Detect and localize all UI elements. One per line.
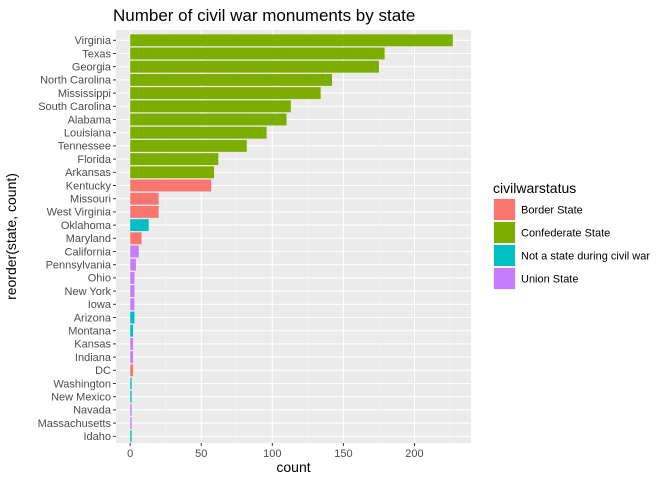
legend-label: Union State <box>521 274 578 286</box>
bar <box>130 113 287 126</box>
y-tick-label: New York <box>65 286 112 298</box>
bar <box>130 311 135 324</box>
chart-title: Number of civil war monuments by state <box>113 6 415 25</box>
legend-swatch <box>494 268 515 289</box>
legend-swatch <box>494 245 515 266</box>
legend-label: Confederate State <box>521 228 610 240</box>
bar <box>130 87 321 100</box>
bar <box>130 285 135 298</box>
x-tick-label: 150 <box>334 448 352 460</box>
legend-title: civilwarstatus <box>493 180 576 196</box>
y-tick-label: Montana <box>68 326 112 338</box>
bar <box>130 100 291 113</box>
bar <box>130 258 136 271</box>
y-tick-label: Idaho <box>83 431 111 443</box>
bar <box>130 192 159 205</box>
bar <box>130 364 134 377</box>
bar <box>130 73 333 86</box>
y-tick-label: Louisiana <box>64 128 112 140</box>
bar <box>130 403 132 416</box>
legend-label: Border State <box>521 205 583 217</box>
bar <box>130 47 385 60</box>
y-tick-label: Iowa <box>88 299 112 311</box>
legend-label: Not a state during civil war <box>521 251 650 263</box>
y-tick-label: Pennsylvania <box>46 260 112 272</box>
bar <box>130 324 134 337</box>
y-tick-label: DC <box>95 365 111 377</box>
bar <box>130 34 453 47</box>
y-tick-label: Kansas <box>74 339 111 351</box>
x-tick-label: 50 <box>195 448 207 460</box>
y-tick-label: Kentucky <box>66 180 112 192</box>
y-tick-label: Virginia <box>75 35 112 47</box>
x-tick-label: 100 <box>263 448 281 460</box>
y-tick-label: West Virginia <box>47 207 112 219</box>
bar <box>130 232 142 245</box>
y-axis-title: reorder(state, count) <box>3 173 19 300</box>
y-tick-label: Georgia <box>72 62 112 74</box>
y-tick-label: New Mexico <box>51 392 111 404</box>
bar <box>130 430 132 443</box>
bar <box>130 60 379 73</box>
y-tick-label: North Carolina <box>40 75 112 87</box>
bar <box>130 298 135 311</box>
y-tick-label: Missouri <box>70 194 111 206</box>
bar <box>130 219 149 232</box>
bars <box>130 34 453 443</box>
y-tick-label: Indiana <box>75 352 112 364</box>
legend-swatch <box>494 222 515 243</box>
y-tick-label: Texas <box>82 48 111 60</box>
bar <box>130 377 132 390</box>
bar <box>130 166 215 179</box>
y-tick-label: Tennessee <box>58 141 111 153</box>
bar <box>130 245 139 258</box>
bar <box>130 126 267 139</box>
y-tick-label: Arizona <box>74 312 112 324</box>
y-tick-label: Ohio <box>88 273 111 285</box>
bar <box>130 205 159 218</box>
bar <box>130 351 134 364</box>
bar <box>130 337 134 350</box>
y-tick-label: Oklahoma <box>61 220 112 232</box>
y-tick-label: California <box>65 246 112 258</box>
x-tick-label: 0 <box>127 448 133 460</box>
bar <box>130 271 135 284</box>
legend: civilwarstatus Border State Confederate S… <box>493 180 650 290</box>
bar <box>130 179 212 192</box>
x-axis-title: count <box>276 459 310 475</box>
y-tick-label: Maryland <box>66 233 111 245</box>
bar <box>130 153 219 166</box>
x-tick-labels: 0 50 100 150 200 <box>127 443 424 460</box>
x-tick-label: 200 <box>405 448 423 460</box>
bar <box>130 139 247 152</box>
y-tick-label: South Carolina <box>38 101 112 113</box>
y-tick-label: Washington <box>53 378 111 390</box>
y-tick-label: Massachusetts <box>38 418 112 430</box>
legend-swatch <box>494 199 515 220</box>
y-tick-label: Navada <box>73 405 112 417</box>
bar <box>130 390 132 403</box>
y-tick-label: Alabama <box>68 114 112 126</box>
y-tick-label: Arkansas <box>65 167 111 179</box>
y-tick-label: Florida <box>77 154 112 166</box>
y-tick-label: Mississippi <box>58 88 111 100</box>
bar <box>130 417 132 430</box>
